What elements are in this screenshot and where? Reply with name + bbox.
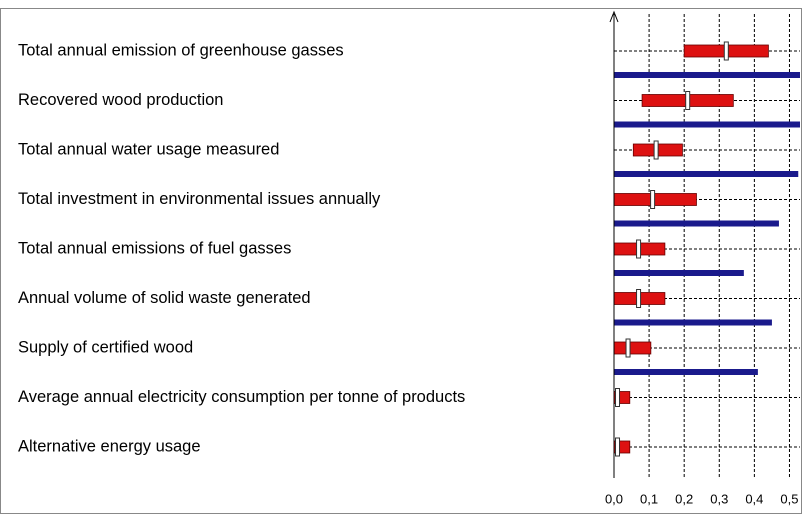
x-tick-label: 0,5: [780, 491, 798, 506]
median-marker: [615, 388, 621, 407]
category-label: Total annual water usage measured: [18, 140, 279, 158]
median-marker: [723, 41, 729, 61]
x-tick-label: 0,4: [745, 491, 763, 506]
x-tick-label: 0,0: [605, 491, 623, 506]
bar: [614, 270, 744, 276]
bar: [614, 171, 799, 177]
bar: [614, 121, 800, 128]
median-marker: [685, 91, 691, 110]
axis-arrow: [609, 10, 619, 23]
category-label: Annual volume of solid waste generated: [18, 289, 311, 307]
category-label: Alternative energy usage: [18, 437, 201, 455]
frame: [0, 8, 802, 514]
x-tick-label: 0,3: [710, 491, 728, 506]
category-label: Supply of certified wood: [18, 338, 193, 356]
x-tick-label: 0,2: [675, 491, 693, 506]
category-label: Total annual emissions of fuel gasses: [18, 239, 291, 257]
category-label: Total investment in environmental issues…: [18, 190, 381, 208]
bar: [614, 369, 758, 375]
category-label: Total annual emission of greenhouse gass…: [18, 41, 344, 59]
median-marker: [650, 190, 656, 209]
bar: [614, 220, 779, 227]
median-marker: [653, 140, 659, 160]
bar: [614, 72, 800, 78]
range-bar: [613, 193, 697, 206]
x-tick-label: 0,1: [640, 491, 658, 506]
bar: [614, 319, 772, 326]
range-bar: [613, 341, 652, 355]
median-marker: [636, 239, 642, 259]
median-marker: [615, 437, 621, 457]
plot: [613, 41, 800, 457]
median-marker: [636, 289, 642, 308]
median-marker: [625, 338, 631, 358]
category-label: Recovered wood production: [18, 91, 223, 109]
category-label: Average annual electricity consumption p…: [18, 388, 465, 406]
